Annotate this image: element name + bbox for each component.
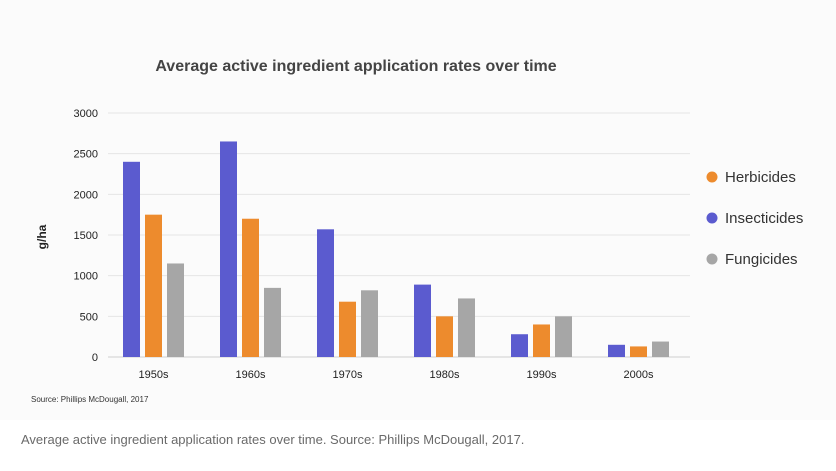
x-axis-ticks: 1950s 1960s 1970s 1980s 1990s 2000s <box>139 369 654 381</box>
legend: Herbicides Insecticides Fungicides <box>706 169 803 268</box>
y-tick-label: 0 <box>92 352 98 364</box>
x-tick-label: 1950s <box>139 369 169 381</box>
figure-caption: Average active ingredient application ra… <box>21 432 525 447</box>
gridlines <box>108 112 690 358</box>
bar-insecticides-1960s <box>220 141 237 357</box>
bar-fungicides-1960s <box>264 287 281 357</box>
y-tick-label: 1000 <box>74 271 98 283</box>
x-tick-label: 2000s <box>624 369 654 381</box>
bar-herbicides-2000s <box>630 346 647 357</box>
source-note: Source: Phillips McDougall, 2017 <box>31 395 149 404</box>
chart-figure: Average active ingredient application ra… <box>31 58 804 404</box>
bar-insecticides-1950s <box>123 161 140 357</box>
y-tick-label: 1500 <box>74 230 98 242</box>
legend-marker-herbicides <box>706 171 718 183</box>
y-tick-label: 2000 <box>74 189 98 201</box>
legend-marker-fungicides <box>706 253 718 265</box>
bar-insecticides-1990s <box>511 334 528 357</box>
y-tick-label: 3000 <box>74 108 98 120</box>
x-tick-label: 1960s <box>236 369 266 381</box>
bar-herbicides-1950s <box>145 214 162 357</box>
y-axis-ticks: 0 500 1000 1500 2000 2500 3000 <box>74 108 98 364</box>
bar-insecticides-1980s <box>414 284 431 357</box>
x-tick-label: 1970s <box>333 369 363 381</box>
bar-fungicides-1950s <box>167 263 184 357</box>
bar-insecticides-1970s <box>317 229 334 357</box>
bar-fungicides-1990s <box>555 316 572 357</box>
bar-fungicides-1970s <box>361 290 378 357</box>
bar-herbicides-1990s <box>533 324 550 357</box>
y-axis-label: g/ha <box>35 224 49 249</box>
bar-insecticides-2000s <box>608 344 625 357</box>
x-tick-label: 1990s <box>527 369 557 381</box>
legend-label-herbicides: Herbicides <box>725 169 796 186</box>
legend-marker-insecticides <box>706 212 718 224</box>
bar-chart: Average active ingredient application ra… <box>31 58 803 404</box>
chart-title: Average active ingredient application ra… <box>155 58 556 75</box>
bar-fungicides-1980s <box>458 298 475 357</box>
bar-herbicides-1980s <box>436 316 453 357</box>
bar-fungicides-2000s <box>652 341 669 357</box>
bar-herbicides-1960s <box>242 218 259 357</box>
bars <box>123 141 669 357</box>
x-tick-label: 1980s <box>430 369 460 381</box>
legend-label-insecticides: Insecticides <box>725 210 803 227</box>
legend-label-fungicides: Fungicides <box>725 251 798 268</box>
y-tick-label: 500 <box>80 311 98 323</box>
y-tick-label: 2500 <box>74 149 98 161</box>
bar-herbicides-1970s <box>339 301 356 357</box>
